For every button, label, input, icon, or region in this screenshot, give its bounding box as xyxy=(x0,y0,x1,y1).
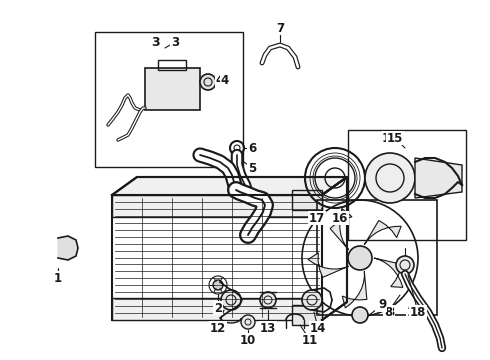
Text: 12: 12 xyxy=(210,321,226,334)
Bar xyxy=(317,200,437,315)
Circle shape xyxy=(221,290,241,310)
Text: 5: 5 xyxy=(248,162,256,175)
Text: 14: 14 xyxy=(310,321,326,334)
Circle shape xyxy=(213,280,223,290)
Text: 13: 13 xyxy=(260,321,276,334)
Text: 13: 13 xyxy=(260,321,276,334)
Polygon shape xyxy=(415,158,462,198)
Circle shape xyxy=(241,315,255,329)
Polygon shape xyxy=(374,258,403,287)
Bar xyxy=(145,68,200,110)
Text: 12: 12 xyxy=(210,321,226,334)
Polygon shape xyxy=(112,177,347,195)
Polygon shape xyxy=(365,220,401,245)
Text: 11: 11 xyxy=(302,333,318,346)
Text: 2: 2 xyxy=(214,302,222,315)
Text: 8: 8 xyxy=(384,306,392,319)
Text: 15: 15 xyxy=(381,131,399,144)
Text: 18: 18 xyxy=(407,306,423,319)
Bar xyxy=(95,32,243,167)
Polygon shape xyxy=(330,209,352,250)
Text: 1: 1 xyxy=(54,271,62,284)
Text: 11: 11 xyxy=(302,333,318,346)
Text: 18: 18 xyxy=(410,306,426,319)
Text: 9: 9 xyxy=(378,298,386,311)
Polygon shape xyxy=(308,253,349,277)
Text: 6: 6 xyxy=(248,141,256,154)
Text: 10: 10 xyxy=(240,333,256,346)
Text: 17: 17 xyxy=(309,211,325,225)
Text: 16: 16 xyxy=(330,211,346,225)
Text: 8: 8 xyxy=(386,306,394,319)
Text: 4: 4 xyxy=(216,73,224,86)
Text: 7: 7 xyxy=(276,22,284,35)
Text: 6: 6 xyxy=(248,141,256,154)
Text: 7: 7 xyxy=(276,22,284,35)
Polygon shape xyxy=(58,236,78,260)
Text: 9: 9 xyxy=(376,298,384,311)
Circle shape xyxy=(200,74,216,90)
Circle shape xyxy=(348,246,372,270)
Bar xyxy=(158,60,186,70)
Circle shape xyxy=(352,307,368,323)
Bar xyxy=(112,195,322,217)
Text: 15: 15 xyxy=(387,131,403,144)
Bar xyxy=(112,195,322,320)
Text: 3: 3 xyxy=(151,36,159,49)
Circle shape xyxy=(365,153,415,203)
Circle shape xyxy=(396,256,414,274)
Bar xyxy=(348,130,466,240)
Text: 14: 14 xyxy=(310,321,326,334)
Bar xyxy=(112,298,322,320)
Text: 17: 17 xyxy=(309,211,325,225)
Circle shape xyxy=(260,292,276,308)
Text: 3: 3 xyxy=(171,36,179,49)
Bar xyxy=(292,190,322,210)
Polygon shape xyxy=(343,271,367,308)
Text: 1: 1 xyxy=(54,271,62,284)
Text: 5: 5 xyxy=(248,162,256,175)
Text: 4: 4 xyxy=(221,73,229,86)
Text: 16: 16 xyxy=(332,211,348,225)
Bar xyxy=(292,305,322,325)
Circle shape xyxy=(302,290,322,310)
Text: 10: 10 xyxy=(240,333,256,346)
Text: 2: 2 xyxy=(214,302,222,315)
